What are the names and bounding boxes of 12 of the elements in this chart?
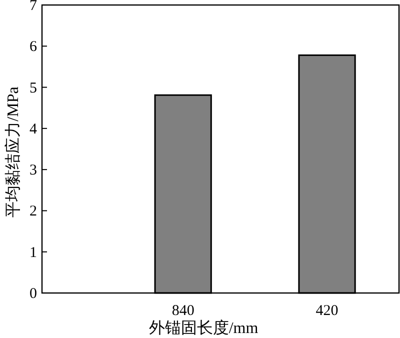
y-tick-label: 4 (30, 121, 38, 138)
y-tick-label: 7 (30, 0, 38, 14)
x-tick-label: 840 (172, 303, 194, 319)
y-tick-label: 0 (30, 286, 37, 302)
y-tick-label: 6 (30, 39, 38, 56)
x-axis-title: 外锚固长度/mm (148, 319, 259, 337)
y-tick-label: 1 (30, 244, 37, 261)
y-axis-title: 平均黏结应力/MPa (4, 86, 22, 218)
x-tick-label: 420 (316, 303, 338, 319)
y-tick-label: 3 (30, 162, 37, 179)
y-tick-label: 5 (30, 80, 37, 96)
y-tick-label: 2 (30, 204, 37, 220)
